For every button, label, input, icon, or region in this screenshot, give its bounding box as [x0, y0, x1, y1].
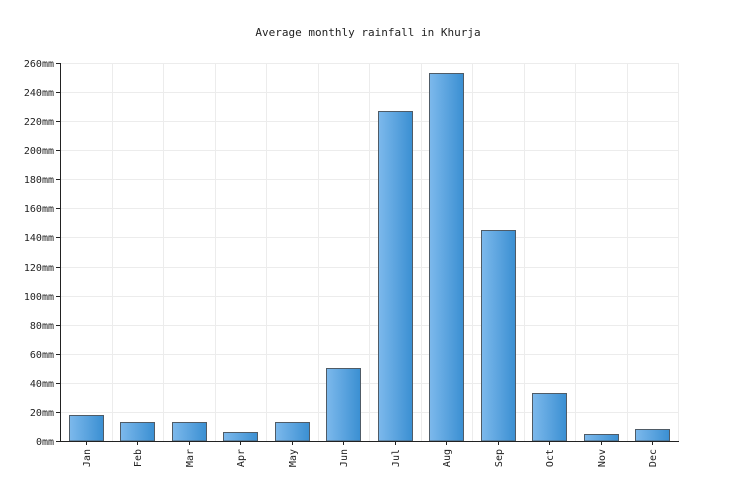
bar-jul [378, 111, 413, 442]
y-tick-label: 60mm [30, 350, 54, 361]
x-tick-label: Feb [133, 449, 144, 467]
bar-sep [481, 230, 516, 442]
bar-may [275, 422, 310, 442]
y-tick-label: 200mm [24, 146, 54, 157]
chart-title: Average monthly rainfall in Khurja [255, 26, 480, 39]
x-tick-label: Jul [391, 449, 402, 467]
y-tick-label: 80mm [30, 321, 54, 332]
x-tick-label: Jan [82, 449, 93, 467]
x-tick-label: Jun [339, 449, 350, 467]
bar-mar [172, 422, 207, 442]
x-tick-label: Nov [597, 449, 608, 467]
x-tick-label: Sep [494, 449, 505, 467]
y-tick-label: 220mm [24, 117, 54, 128]
bar-feb [120, 422, 155, 442]
y-tick-label: 140mm [24, 233, 54, 244]
y-tick-label: 20mm [30, 408, 54, 419]
axis-layer [56, 63, 679, 445]
y-tick-label: 260mm [24, 59, 54, 70]
bar-apr [223, 432, 258, 442]
labels-layer: 0mm 20mm 40mm 60mm 80mm 100mm 120mm 140mm 160mm 1… [24, 59, 659, 467]
y-tick-label: 40mm [30, 379, 54, 390]
x-tick-label: Mar [185, 449, 196, 467]
x-tick-label: Oct [545, 449, 556, 467]
y-tick-label: 180mm [24, 175, 54, 186]
y-tick-label: 100mm [24, 292, 54, 303]
bars-layer [69, 73, 670, 442]
x-tick-label: May [288, 449, 299, 467]
x-tick-label: Dec [648, 449, 659, 467]
bar-dec [635, 429, 670, 442]
bar-nov [584, 434, 619, 442]
x-tick-label: Aug [442, 449, 453, 467]
y-tick-label: 240mm [24, 88, 54, 99]
y-tick-label: 120mm [24, 263, 54, 274]
bar-oct [532, 393, 567, 442]
y-tick-label: 160mm [24, 204, 54, 215]
y-tick-label: 0mm [36, 437, 54, 448]
bar-jan [69, 415, 104, 442]
bar-jun [326, 368, 361, 442]
bar-aug [429, 73, 464, 442]
grid-layer [60, 63, 679, 441]
x-tick-label: Apr [236, 449, 247, 467]
